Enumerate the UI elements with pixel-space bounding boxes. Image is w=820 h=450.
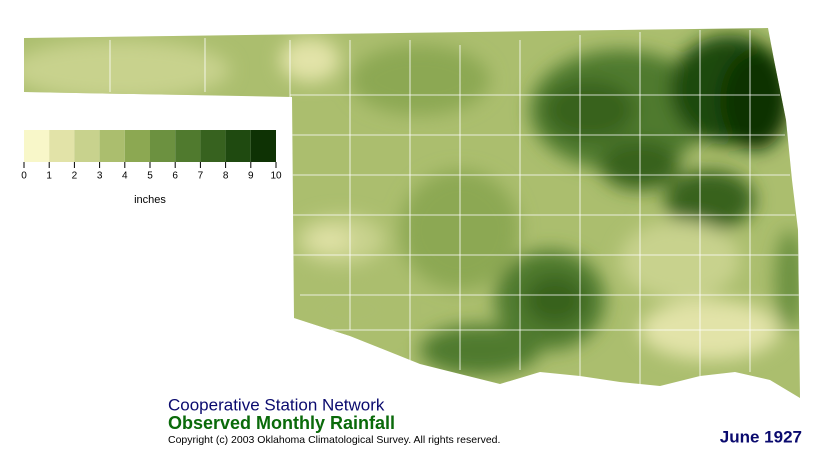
legend-swatch [49,130,75,162]
legend-tick-label: 1 [46,171,52,182]
network-label: Cooperative Station Network [168,395,385,414]
legend-unit: inches [134,194,166,206]
legend: 0 1 2 3 4 5 6 7 8 9 10 [21,130,282,182]
legend-tick-label: 3 [97,171,103,182]
legend-tick-label: 6 [172,171,178,182]
legend-tick-label: 8 [223,171,229,182]
copyright: Copyright (c) 2003 Oklahoma Climatologic… [168,434,500,446]
date-label: June 1927 [720,427,802,446]
legend-tick-label: 2 [72,171,78,182]
legend-swatch [99,130,125,162]
legend-tick-label: 5 [147,171,153,182]
map-title: Observed Monthly Rainfall [168,413,395,433]
legend-swatch [74,130,100,162]
legend-tick-label: 9 [248,171,254,182]
legend-swatch [24,130,50,162]
legend-tick-label: 7 [198,171,204,182]
legend-swatch [124,130,150,162]
legend-tick-label: 0 [21,171,27,182]
legend-tick-label: 4 [122,171,128,182]
legend-swatch [225,130,251,162]
legend-swatch [175,130,201,162]
legend-swatch [250,130,276,162]
legend-tick-label: 10 [270,171,282,182]
legend-swatch [200,130,226,162]
rainfall-map [24,28,800,398]
legend-swatch [150,130,176,162]
